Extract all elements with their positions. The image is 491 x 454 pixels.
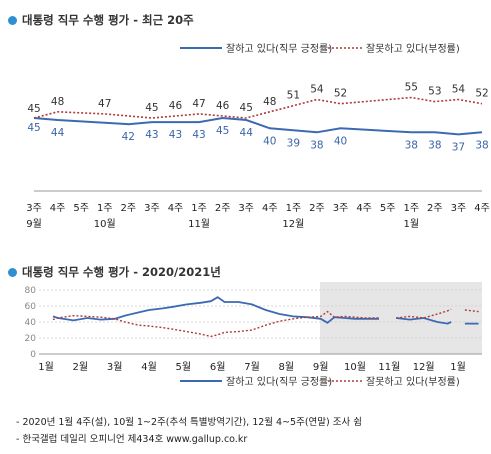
chart1-x-tick-label: 3주 <box>333 203 349 214</box>
chart1-positive-data-label: 38 <box>475 139 488 151</box>
chart1-positive-data-label: 40 <box>263 135 276 147</box>
chart1-series-negative-line <box>33 96 483 119</box>
chart2-y-tick-label: 20 <box>25 334 37 344</box>
chart1-x-tick-label: 2주 <box>309 203 325 214</box>
chart1-negative-data-label: 45 <box>27 103 40 115</box>
chart1-negative-data-label: 53 <box>428 86 441 98</box>
chart1-positive-data-label: 38 <box>310 139 323 151</box>
chart1-x-month-label: 12월 <box>282 218 304 230</box>
chart1-x-tick-label: 4주 <box>262 203 278 214</box>
footnote-2: - 한국갤럽 데일리 오피니언 제434호 www.gallup.co.kr <box>16 434 248 445</box>
chart1-negative-data-label: 54 <box>452 84 466 96</box>
chart1-positive-data-label: 38 <box>428 139 441 151</box>
chart1-negative-data-label: 52 <box>475 88 488 100</box>
chart1-negative-data-label: 47 <box>98 98 111 110</box>
chart1-x-tick-label: 2주 <box>427 203 443 214</box>
chart1-x-month-label: 1월 <box>403 218 419 230</box>
chart1-positive-data-label: 44 <box>240 127 254 139</box>
bullet-icon <box>8 268 17 277</box>
chart1-negative-data-label: 55 <box>405 82 418 94</box>
chart2-x-tick-label: 9월 <box>313 361 329 373</box>
chart1-negative-data-label: 54 <box>310 84 324 96</box>
chart2-y-tick-label: 0 <box>30 350 36 360</box>
chart1-title-text: 대통령 직무 수행 평가 - 최근 20주 <box>22 13 194 27</box>
chart1-negative-data-label: 51 <box>287 90 300 102</box>
chart2-x-tick-label: 6월 <box>210 361 226 373</box>
chart2-x-tick-label: 10월 <box>344 361 366 373</box>
legend2-negative-label: 잘못하고 있다(부정률) <box>366 375 460 388</box>
chart2-title-text: 대통령 직무 수행 평가 - 2020/2021년 <box>22 265 221 279</box>
chart1-positive-data-label: 39 <box>287 137 300 149</box>
bullet-icon <box>8 16 17 25</box>
chart2-series-negative-line <box>52 308 479 338</box>
chart1-x-month-label: 9월 <box>26 218 42 230</box>
chart2-y-tick-label: 60 <box>25 302 37 312</box>
chart1-positive-data-label: 43 <box>145 129 158 141</box>
chart2-y-tick-label: 40 <box>25 318 37 328</box>
chart1-x-tick-label: 1주 <box>97 203 113 214</box>
legend2-positive-label: 잘하고 있다(직무 긍정률) <box>226 375 332 388</box>
chart1-positive-data-label: 43 <box>192 129 205 141</box>
chart2-y-tick-label: 80 <box>25 286 37 296</box>
chart2-x-tick-label: 2월 <box>73 361 89 373</box>
chart1-title: 대통령 직무 수행 평가 - 최근 20주 <box>8 12 194 28</box>
chart2-x-tick-label: 12월 <box>413 361 435 373</box>
chart2-x-tick-label: 8월 <box>279 361 295 373</box>
chart1-negative-data-label: 52 <box>334 88 347 100</box>
chart1-x-tick-label: 4주 <box>474 203 490 214</box>
chart1-x-tick-label: 3주 <box>144 203 160 214</box>
chart2-x-tick-label: 11월 <box>378 361 400 373</box>
chart1-x-tick-label: 4주 <box>168 203 184 214</box>
chart2-x-tick-label: 5월 <box>176 361 192 373</box>
chart1-negative-data-label: 47 <box>192 98 205 110</box>
chart1-x-tick-label: 1주 <box>286 203 302 214</box>
chart1-negative-data-label: 45 <box>145 102 158 114</box>
chart2-x-tick-label: 7월 <box>244 361 260 373</box>
chart1-x-tick-label: 2주 <box>215 203 231 214</box>
chart1-x-tick-label: 5주 <box>380 203 396 214</box>
chart1-x-tick-label: 1주 <box>191 203 207 214</box>
chart1-positive-data-label: 38 <box>405 139 418 151</box>
chart2-x-tick-label: 1월 <box>450 361 466 373</box>
chart1-x-tick-label: 3주 <box>26 203 42 214</box>
chart1-negative-data-label: 45 <box>240 102 253 114</box>
chart1-positive-data-label: 45 <box>216 125 229 137</box>
chart2-x-tick-label: 3월 <box>107 361 123 373</box>
chart1-negative-data-label: 48 <box>51 96 64 108</box>
chart1-x-tick-label: 5주 <box>73 203 89 214</box>
chart1-negative-data-label: 48 <box>263 96 276 108</box>
footnote-1: - 2020년 1월 4주(설), 10월 1~2주(추석 특별방역기간), 1… <box>16 417 362 428</box>
chart1-x-month-label: 10월 <box>94 218 116 230</box>
chart2-x-tick-label: 4월 <box>141 361 157 373</box>
chart1-positive-data-label: 44 <box>51 127 65 139</box>
chart1-series-positive-line <box>33 116 483 136</box>
chart1-x-tick-label: 1주 <box>403 203 419 214</box>
chart1-x-tick-label: 2주 <box>121 203 137 214</box>
chart1-negative-data-label: 46 <box>216 100 230 112</box>
legend-positive-label: 잘하고 있다(직무 긍정률) <box>226 42 332 55</box>
chart1-positive-data-label: 42 <box>122 131 135 143</box>
chart2-title: 대통령 직무 수행 평가 - 2020/2021년 <box>8 264 221 280</box>
chart1-x-tick-label: 4주 <box>356 203 372 214</box>
chart1-x-tick-label: 3주 <box>238 203 254 214</box>
chart1-negative-data-label: 46 <box>169 100 183 112</box>
chart1-x-tick-label: 3주 <box>451 203 467 214</box>
chart1-x-tick-label: 4주 <box>50 203 66 214</box>
chart1-positive-data-label: 40 <box>334 135 347 147</box>
chart1-positive-data-label: 37 <box>452 141 465 153</box>
legend-negative-label: 잘못하고 있다(부정률) <box>366 42 460 55</box>
chart2-x-tick-label: 1월 <box>38 361 54 373</box>
chart1-x-month-label: 11월 <box>188 218 210 230</box>
chart2-series-positive-line <box>52 296 479 325</box>
chart1-positive-data-label: 43 <box>169 129 182 141</box>
chart1-positive-data-label: 45 <box>27 122 40 134</box>
chart1-svg: 잘하고 있다(직무 긍정률) 잘못하고 있다(부정률) 45 44 42 43 43 43… <box>26 42 490 230</box>
